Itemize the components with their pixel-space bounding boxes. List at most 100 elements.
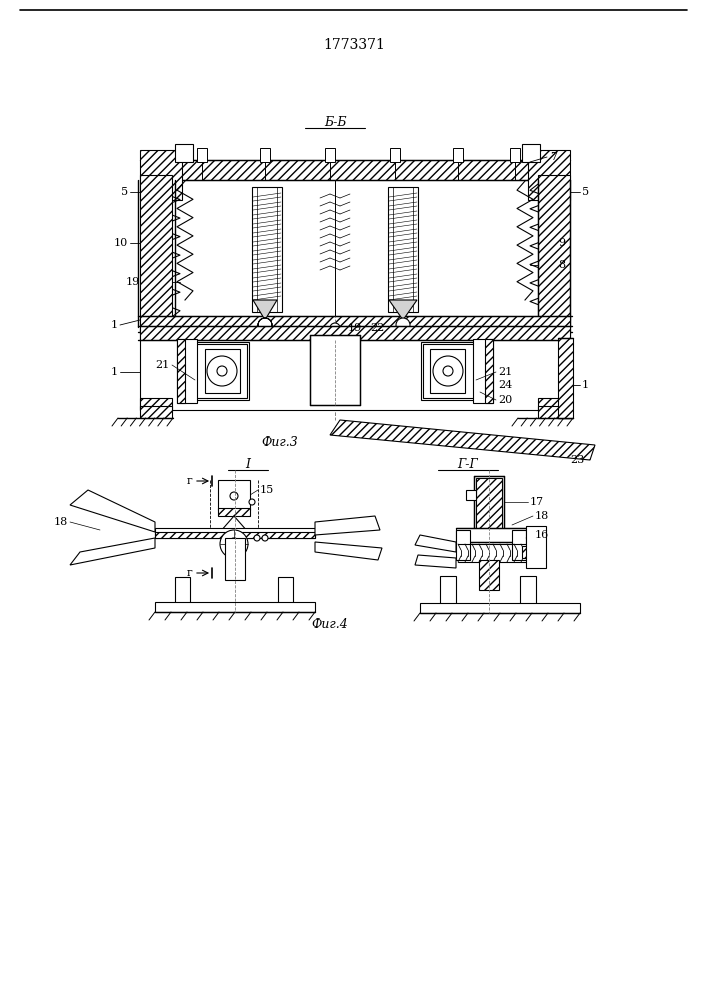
Bar — [140, 326, 570, 340]
Text: 1: 1 — [111, 367, 118, 377]
Bar — [225, 538, 245, 580]
Polygon shape — [389, 300, 417, 320]
Bar — [430, 349, 465, 393]
Bar — [390, 148, 400, 162]
Text: 23: 23 — [570, 455, 584, 465]
Text: 15: 15 — [260, 485, 274, 495]
Text: 24: 24 — [498, 380, 513, 390]
Bar — [512, 530, 526, 560]
Bar — [479, 560, 499, 590]
Circle shape — [330, 323, 340, 333]
Bar — [388, 187, 418, 312]
Bar — [456, 528, 526, 542]
Bar — [140, 316, 570, 332]
Circle shape — [258, 318, 272, 332]
Bar — [440, 576, 456, 606]
Bar — [558, 338, 573, 418]
Bar — [140, 328, 570, 410]
Text: Фиг.3: Фиг.3 — [262, 436, 298, 448]
Bar — [177, 339, 185, 403]
Text: 8: 8 — [558, 260, 565, 270]
Text: 17: 17 — [530, 497, 544, 507]
Bar — [473, 339, 493, 403]
Bar — [538, 398, 570, 410]
Text: 5: 5 — [121, 187, 128, 197]
Bar — [466, 490, 476, 500]
Bar — [218, 508, 250, 516]
Bar — [177, 339, 197, 403]
Bar — [528, 150, 570, 200]
Bar — [538, 175, 570, 320]
Bar — [155, 532, 315, 538]
Bar — [526, 526, 546, 568]
Text: 21: 21 — [498, 367, 513, 377]
Text: 18: 18 — [535, 511, 549, 521]
Circle shape — [254, 535, 260, 541]
Bar — [155, 528, 315, 538]
Bar — [520, 576, 536, 606]
Polygon shape — [415, 535, 456, 552]
Text: 9: 9 — [558, 238, 565, 248]
Polygon shape — [315, 516, 380, 535]
Bar — [278, 577, 293, 605]
Bar — [522, 144, 540, 162]
Bar — [140, 150, 182, 200]
Bar — [140, 175, 172, 320]
Bar — [453, 148, 463, 162]
Bar — [218, 480, 250, 510]
Circle shape — [262, 535, 268, 541]
Bar — [456, 530, 470, 560]
Polygon shape — [315, 542, 382, 560]
Bar — [252, 187, 282, 312]
Circle shape — [220, 530, 248, 558]
Circle shape — [249, 499, 255, 505]
Bar — [522, 546, 530, 558]
Circle shape — [230, 492, 238, 500]
Text: 1773371: 1773371 — [323, 38, 385, 52]
Bar — [310, 335, 360, 405]
Circle shape — [443, 366, 453, 376]
Text: 5: 5 — [582, 187, 589, 197]
Bar — [197, 148, 207, 162]
Text: 21: 21 — [156, 360, 170, 370]
Bar — [538, 406, 570, 418]
Text: 7: 7 — [550, 152, 557, 162]
Circle shape — [433, 356, 463, 386]
Text: 1: 1 — [111, 320, 118, 330]
Bar — [420, 603, 580, 613]
Bar — [175, 160, 535, 180]
Text: I: I — [245, 458, 250, 472]
Bar — [260, 148, 270, 162]
Bar — [476, 478, 502, 530]
Text: г: г — [187, 568, 193, 578]
Bar — [175, 577, 190, 605]
Bar — [325, 148, 335, 162]
Bar — [510, 148, 520, 162]
Text: 1: 1 — [582, 380, 589, 390]
Bar — [196, 344, 247, 398]
Bar — [140, 406, 172, 418]
Bar — [194, 342, 249, 400]
Polygon shape — [415, 555, 456, 568]
Bar — [474, 476, 504, 532]
Bar — [421, 342, 476, 400]
Circle shape — [217, 366, 227, 376]
Polygon shape — [220, 516, 248, 532]
Text: 16: 16 — [535, 530, 549, 540]
Bar — [140, 398, 172, 410]
Bar — [423, 344, 474, 398]
Bar — [485, 339, 493, 403]
Text: 18: 18 — [54, 517, 68, 527]
Text: г: г — [187, 476, 193, 486]
Circle shape — [228, 538, 240, 550]
Polygon shape — [70, 538, 155, 565]
Polygon shape — [330, 420, 595, 460]
Text: Фиг.4: Фиг.4 — [312, 618, 349, 632]
Text: 22: 22 — [370, 323, 384, 333]
Bar — [476, 478, 502, 530]
Text: Б-Б: Б-Б — [324, 116, 346, 129]
Text: Г-Г: Г-Г — [457, 458, 479, 472]
Bar — [205, 349, 240, 393]
Polygon shape — [253, 300, 277, 320]
Bar — [175, 144, 193, 162]
